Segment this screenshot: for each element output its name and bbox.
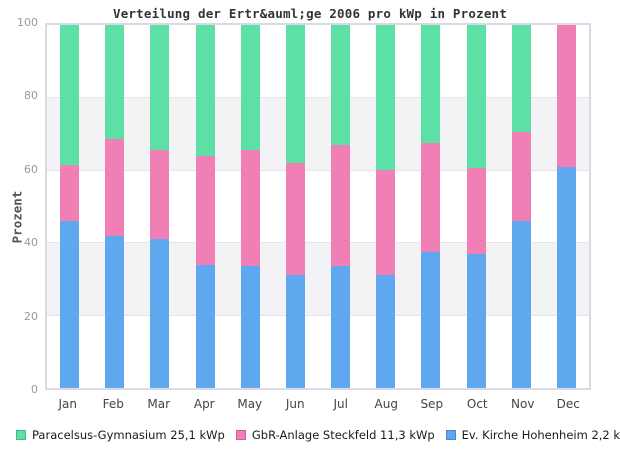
y-tick-label: 20 — [24, 309, 38, 323]
legend-label: Paracelsus-Gymnasium 25,1 kWp — [32, 428, 225, 442]
bar-segment — [421, 25, 441, 143]
bar-segment — [195, 155, 215, 265]
legend-item: GbR-Anlage Steckfeld 11,3 kWp — [235, 428, 435, 442]
bar-segment — [240, 25, 260, 151]
bar-segment — [466, 168, 486, 254]
bar-stack — [285, 25, 305, 388]
bar-segment — [376, 275, 396, 388]
bar-segment — [466, 25, 486, 169]
bar-column-dec — [544, 25, 589, 388]
bar-segment — [150, 25, 170, 151]
bar-segment — [511, 132, 531, 222]
bar-stack — [421, 25, 441, 388]
bar-segment — [285, 25, 305, 163]
bar-segment — [105, 139, 125, 236]
x-axis-label: Oct — [466, 397, 488, 411]
bar-segment — [60, 221, 80, 388]
grid-band — [47, 96, 589, 170]
x-axis-label: Jan — [58, 397, 78, 411]
bar-segment — [556, 25, 576, 167]
bar-column-mar — [137, 25, 182, 388]
bar-segment — [150, 239, 170, 388]
x-axis-label: Nov — [511, 397, 535, 411]
chart-title: Verteilung der Ertr&auml;ge 2006 pro kWp… — [112, 6, 507, 21]
bar-stack — [60, 25, 80, 388]
bar-stack — [150, 25, 170, 388]
bar-column-sep — [408, 25, 453, 388]
grid-band — [47, 315, 589, 388]
y-tick-label: 40 — [24, 236, 38, 250]
x-axis-label: Feb — [102, 397, 124, 411]
y-tick-label: 0 — [31, 383, 38, 396]
y-tick-label: 100 — [17, 16, 38, 29]
bar-segment — [150, 150, 170, 240]
grid-band — [47, 242, 589, 316]
bar-segment — [331, 25, 351, 145]
bar-segment — [60, 25, 80, 165]
bar-stack — [105, 25, 125, 388]
bar-segment — [331, 266, 351, 388]
bar-column-feb — [92, 25, 137, 388]
bar-segment — [511, 25, 531, 133]
legend-swatch — [16, 430, 26, 440]
bar-column-jun — [273, 25, 318, 388]
x-axis-label: Mar — [147, 397, 171, 411]
bar-column-jul — [318, 25, 363, 388]
bar-stack — [466, 25, 486, 388]
bar-column-aug — [363, 25, 408, 388]
bar-segment — [331, 144, 351, 267]
grid-band — [47, 169, 589, 243]
legend-swatch — [445, 430, 456, 440]
bar-segment — [556, 166, 576, 388]
y-tick-label: 60 — [24, 162, 38, 176]
x-axis-label: May — [237, 397, 263, 411]
bar-segment — [240, 150, 260, 267]
bar-segment — [466, 253, 486, 388]
bar-segment — [421, 142, 441, 252]
legend-item: Ev. Kirche Hohenheim 2,2 kWp — [445, 428, 620, 442]
bar-series — [47, 25, 589, 388]
legend-swatch — [235, 430, 246, 440]
bar-stack — [376, 25, 396, 388]
x-axis-labels: Jan Feb Mar Apr May Jun Jul Aug Sep Oct Nov Dec — [45, 397, 591, 411]
bar-segment — [376, 25, 396, 171]
bar-segment — [285, 275, 305, 388]
x-axis-label: Aug — [374, 397, 398, 411]
x-axis-label: Jun — [285, 397, 305, 411]
x-axis-label: Sep — [420, 397, 444, 411]
legend-label: GbR-Anlage Steckfeld 11,3 kWp — [251, 428, 435, 442]
bar-column-nov — [499, 25, 544, 388]
bar-segment — [511, 221, 531, 388]
bar-segment — [195, 264, 215, 388]
legend-label: Ev. Kirche Hohenheim 2,2 kWp — [461, 428, 620, 442]
bar-stack — [195, 25, 215, 388]
legend: Paracelsus-Gymnasium 25,1 kWp GbR-Anlage … — [16, 428, 620, 442]
legend-item: Paracelsus-Gymnasium 25,1 kWp — [16, 428, 225, 442]
x-axis-label: Jul — [333, 397, 348, 411]
bar-segment — [285, 162, 305, 276]
bar-stack — [556, 25, 576, 388]
y-tick-label: 80 — [24, 89, 38, 103]
bar-segment — [60, 164, 80, 222]
bar-segment — [421, 251, 441, 388]
bar-stack — [240, 25, 260, 388]
bar-stack — [331, 25, 351, 388]
bar-column-oct — [454, 25, 499, 388]
bar-segment — [105, 235, 125, 388]
x-axis-label: Dec — [556, 397, 580, 411]
x-axis-label: Apr — [193, 397, 215, 411]
plot-area — [45, 23, 591, 390]
bar-segment — [240, 266, 260, 388]
bar-stack — [511, 25, 531, 388]
bar-column-may — [228, 25, 273, 388]
bar-column-jan — [47, 25, 92, 388]
bar-segment — [195, 25, 215, 156]
bar-segment — [105, 25, 125, 140]
bar-column-apr — [183, 25, 228, 388]
gridline-bands — [47, 25, 589, 388]
bar-segment — [376, 170, 396, 276]
